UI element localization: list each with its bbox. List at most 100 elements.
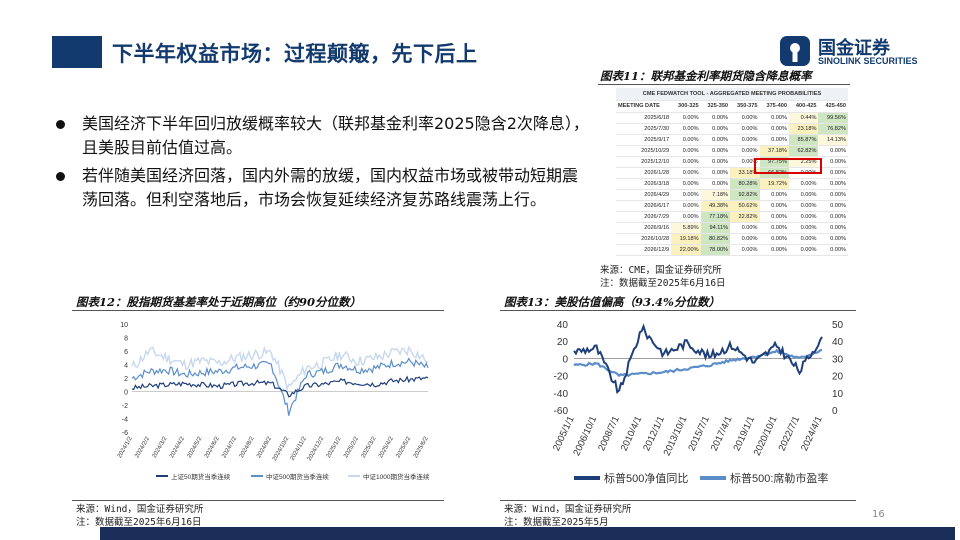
x-tick-label: 2024/7/2 [221, 435, 238, 459]
bullet-list: 美国经济下半年回归放缓概率较大（联邦基金利率2025隐含2次降息），且美股目前估… [52, 112, 592, 216]
table-row: 2025/6/18 0.00% 0.00% 0.00% 0.00% 0.44% 99.56% [616, 112, 848, 124]
probability-cell: 22.00% [671, 244, 701, 256]
bullet-item: 若伴随美国经济回落，国内外需的放缓，国内权益市场或被带动短期震荡回落。但利空落地… [52, 164, 592, 212]
x-tick-label: 2005/1/1 [551, 415, 577, 453]
probability-cell: 0.00% [671, 156, 701, 168]
table-row: 2026/12/9 22.00% 78.00% 0.00% 0.00% 0.00% 0.00… [616, 244, 848, 256]
probability-cell: 22.82% [730, 211, 760, 223]
probability-cell: 19.18% [671, 233, 701, 245]
probability-cell: 0.00% [788, 211, 819, 223]
fig11-title: 图表11：联邦基金利率期货隐含降息概率 [600, 69, 812, 83]
fig12-source: 来源：Wind，国金证券研究所 [76, 504, 204, 515]
probability-cell: 94.11% [700, 222, 731, 234]
meeting-date-cell: 2026/7/29 [616, 211, 672, 223]
probability-cell: 0.00% [671, 211, 701, 223]
fig13-note: 注：数据截至2025年5月 [504, 517, 609, 528]
sp500-valuation-chart: -60-40-2002040010203040502005/1/12006/10… [551, 320, 844, 485]
probability-cell: 80.28% [730, 178, 760, 190]
x-tick-label: 2024/2/2 [134, 435, 151, 459]
x-tick-label: 2024/4/2 [169, 435, 186, 459]
fig12-top-rule [72, 310, 444, 311]
probability-cell: 0.00% [730, 134, 760, 146]
fedwatch-table-panel: CME FEDWATCH TOOL - AGGREGATED MEETING P… [616, 88, 848, 258]
legend-label: 上证50期货当季连续 [171, 472, 231, 481]
x-tick-label: 2025/3/2 [361, 435, 378, 459]
table-header-cell: MEETING DATE [616, 100, 672, 113]
y-right-tick-label: 30 [832, 354, 844, 365]
fig11-top-rule [598, 84, 850, 85]
probability-cell: 7.18% [700, 189, 731, 201]
table-row: 2026/9/16 5.89% 94.11% 0.00% 0.00% 0.00% 0.00% [616, 222, 848, 234]
bullet-dot-icon [56, 120, 65, 129]
bullet-text: 美国经济下半年回归放缓概率较大（联邦基金利率2025隐含2次降息），且美股目前估… [82, 114, 589, 157]
y-tick-label: 6 [124, 349, 128, 356]
fig11-source: 来源：CME，国金证券研究所 [600, 265, 722, 276]
y-right-tick-label: 0 [832, 406, 838, 417]
table-header-cell: 375-400 [759, 100, 789, 113]
probability-cell: 85.87% [788, 134, 819, 146]
probability-cell: 49.38% [700, 200, 731, 212]
fig13-title: 图表13：美股估值偏高（93.4%分位数） [504, 295, 720, 309]
probability-cell: 0.00% [671, 134, 701, 146]
y-right-tick-label: 20 [832, 372, 844, 383]
bullet-item: 美国经济下半年回归放缓概率较大（联邦基金利率2025隐含2次降息），且美股目前估… [52, 112, 592, 160]
y-left-tick-label: -40 [554, 389, 569, 400]
table-header-cell: 425-450 [818, 100, 848, 113]
probability-cell: 77.18% [700, 211, 731, 223]
probability-cell: 0.00% [818, 167, 848, 179]
fig12-title: 图表12：股指期货基差率处于近期高位（约90分位数） [76, 295, 362, 309]
table-header-cell: 350-375 [730, 100, 760, 113]
probability-cell: 0.00% [700, 178, 731, 190]
y-left-tick-label: -60 [554, 406, 569, 417]
x-tick-label: 2025/5/2 [395, 435, 412, 459]
probability-cell: 0.00% [730, 123, 760, 135]
x-tick-label: 2025/4/2 [378, 435, 395, 459]
table-row: 2025/9/17 0.00% 0.00% 0.00% 0.00% 85.87% 14.13… [616, 134, 848, 146]
series-line-yoy [573, 323, 823, 395]
fig12-note: 注：数据截至2025年6月16日 [76, 517, 202, 528]
legend-label: 标普500:席勒市盈率 [730, 471, 828, 485]
x-tick-label: 2024/3/2 [152, 435, 169, 459]
probability-cell: 0.00% [730, 112, 760, 124]
y-tick-label: 0 [124, 390, 128, 397]
probability-cell: 0.00% [759, 222, 789, 234]
y-tick-label: 8 [124, 336, 128, 343]
bullet-text: 若伴随美国经济回落，国内外需的放缓，国内权益市场或被带动短期震荡回落。但利空落地… [82, 166, 579, 209]
probability-cell: 0.00% [671, 200, 701, 212]
meeting-date-cell: 2026/12/9 [616, 244, 672, 256]
x-tick-label: 2025/6/2 [413, 435, 430, 459]
x-tick-label: 2024/6/2 [204, 435, 221, 459]
meeting-date-cell: 2025/6/18 [616, 112, 672, 124]
probability-cell: 37.18% [759, 145, 789, 157]
probability-cell: 0.00% [788, 178, 819, 190]
x-tick-label: 2017/4/1 [709, 415, 735, 453]
table-header-cell: 300-325 [671, 100, 701, 113]
table-row: 2026/7/29 0.00% 77.18% 22.82% 0.00% 0.00% 0.00… [616, 211, 848, 223]
legend-label: 标普500净值同比 [604, 471, 688, 485]
y-tick-label: 2 [124, 376, 128, 383]
bullet-dot-icon [56, 172, 65, 181]
y-tick-label: -6 [122, 430, 128, 437]
y-left-tick-label: -20 [554, 372, 569, 383]
logo-name-cn: 国金证券 [818, 38, 890, 59]
series-line-2 [131, 357, 429, 416]
fedwatch-caption: CME FEDWATCH TOOL - AGGREGATED MEETING P… [616, 88, 848, 101]
x-tick-label: 2024/11/2 [290, 435, 309, 461]
probability-cell: 0.00% [700, 145, 731, 157]
legend-label: 中证500期货当季连续 [266, 472, 329, 481]
legend-label: 中证1000期货当季连续 [363, 472, 430, 481]
probability-cell: 0.00% [730, 145, 760, 157]
company-logo: 国金证券 SINOLINK SECURITIES [778, 32, 943, 72]
x-tick-label: 2010/4/1 [619, 415, 645, 453]
probability-cell: 92.82% [730, 189, 760, 201]
probability-cell: 0.00% [818, 200, 848, 212]
probability-cell: 50.62% [730, 200, 760, 212]
probability-cell: 0.00% [818, 189, 848, 201]
probability-cell: 2.25% [788, 156, 819, 168]
probability-cell: 23.18% [788, 123, 819, 135]
probability-cell: 80.82% [700, 233, 731, 245]
x-tick-label: 2008/7/1 [596, 415, 622, 453]
probability-cell: 78.00% [700, 244, 731, 256]
meeting-date-cell: 2026/6/17 [616, 200, 672, 212]
